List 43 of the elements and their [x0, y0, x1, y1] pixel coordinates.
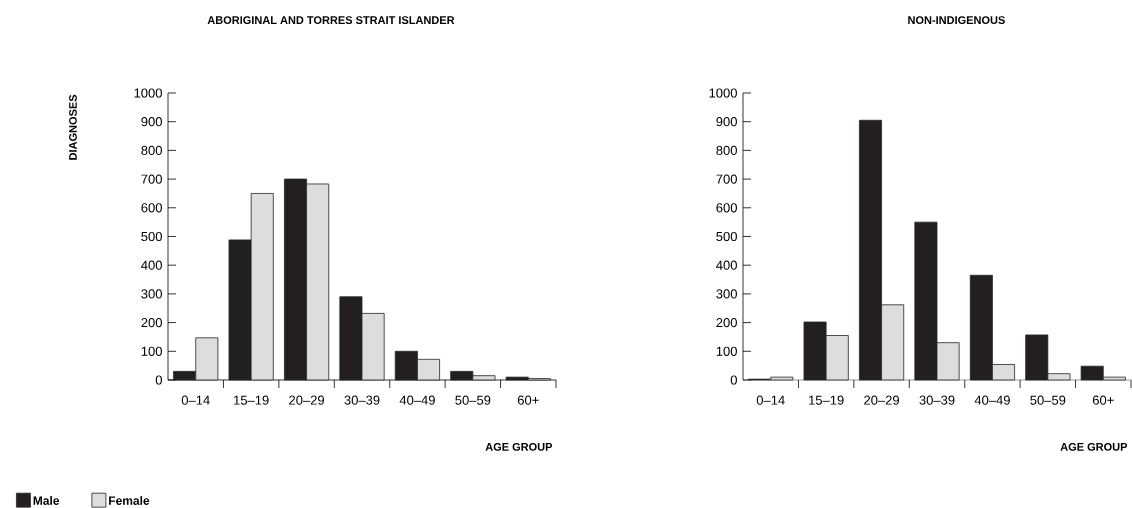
- y-tick-label: 0: [155, 375, 162, 385]
- y-tick-label: 700: [716, 174, 737, 184]
- y-axis-title: DIAGNOSES: [69, 94, 77, 160]
- x-axis-title: AGE GROUP: [485, 442, 553, 451]
- x-tick-label: 50–59: [1030, 395, 1066, 405]
- x-tick-label: 50–59: [455, 395, 491, 405]
- y-tick-label: 400: [141, 260, 162, 270]
- y-tick-label: 500: [141, 231, 162, 242]
- x-tick-label: 20–29: [289, 395, 325, 405]
- y-tick-label: 500: [716, 231, 737, 242]
- x-tick-label: 30–39: [919, 395, 955, 405]
- y-tick-label: 200: [716, 317, 737, 328]
- y-tick-label: 300: [141, 289, 162, 299]
- x-tick-label: 40–49: [399, 395, 435, 405]
- x-tick-label: 20–29: [864, 395, 900, 405]
- x-tick-label: 60+: [517, 395, 539, 405]
- y-tick-label: 800: [141, 145, 162, 155]
- y-tick-label: 600: [716, 203, 737, 213]
- x-tick-label: 30–39: [344, 395, 380, 405]
- y-tick-label: 100: [716, 346, 737, 356]
- legend-label: Female: [109, 496, 150, 505]
- x-tick-label: 40–49: [974, 395, 1010, 405]
- y-tick-label: 800: [716, 145, 737, 155]
- y-tick-label: 0: [730, 375, 737, 385]
- y-tick-label: 900: [716, 117, 737, 127]
- y-tick-label: 900: [141, 117, 162, 127]
- y-tick-label: 600: [141, 203, 162, 213]
- legend-label: Male: [33, 496, 60, 505]
- x-tick-label: 15–19: [809, 395, 844, 405]
- x-tick-label: 0–14: [181, 395, 210, 405]
- y-tick-label: 400: [716, 260, 737, 270]
- x-tick-label: 15–19: [234, 395, 269, 405]
- chart-title: NON-INDIGENOUS: [908, 16, 1005, 24]
- y-tick-label: 1000: [134, 88, 162, 98]
- y-tick-label: 700: [141, 174, 162, 184]
- x-tick-label: 60+: [1092, 395, 1114, 405]
- y-tick-label: 200: [141, 317, 162, 328]
- y-tick-label: 300: [716, 289, 737, 299]
- chart-title: ABORIGINAL AND TORRES STRAIT ISLANDER: [207, 16, 455, 24]
- x-axis-title: AGE GROUP: [1060, 442, 1128, 451]
- y-tick-label: 1000: [709, 88, 737, 98]
- x-tick-label: 0–14: [756, 395, 785, 405]
- y-tick-label: 100: [141, 346, 162, 356]
